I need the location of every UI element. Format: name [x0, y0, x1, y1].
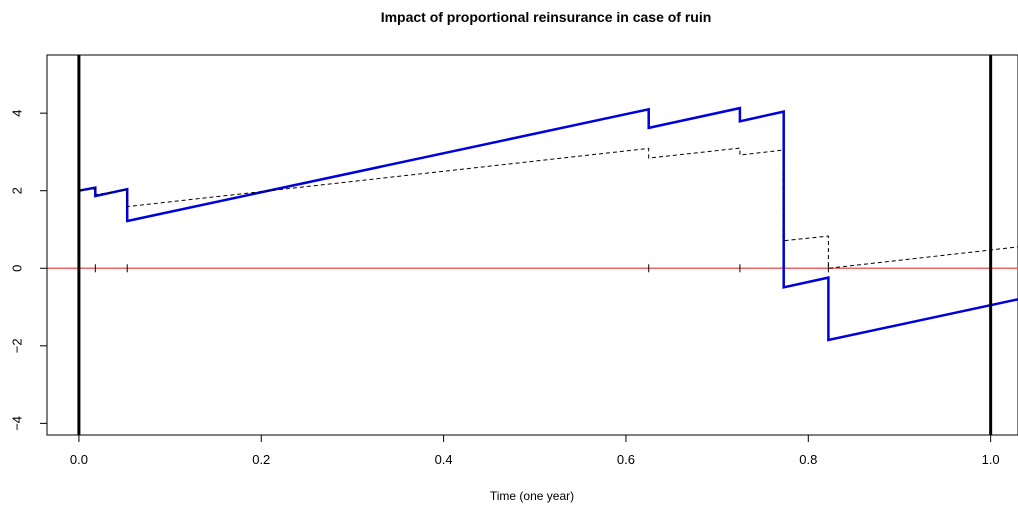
y-tick-label: 0: [9, 265, 24, 272]
x-tick-label: 0.2: [252, 452, 270, 467]
reinsured-surplus-line: [78, 147, 1018, 269]
x-axis-label: Time (one year): [490, 489, 574, 503]
surplus-line: [78, 106, 1018, 342]
y-tick-label: −2: [9, 338, 24, 353]
x-tick-label: 1.0: [982, 452, 1000, 467]
y-tick-label: 2: [9, 187, 24, 194]
y-axis: −4 −2 0 2 4: [9, 110, 48, 431]
x-axis: 0.0 0.2 0.4 0.6 0.8 1.0: [70, 434, 1000, 467]
y-tick-label: 4: [9, 110, 24, 117]
x-tick-label: 0.0: [70, 452, 88, 467]
plot-frame: [46, 54, 1018, 436]
x-tick-label: 0.6: [617, 452, 635, 467]
plot-area: [47, 55, 1018, 435]
y-tick-label: −4: [9, 416, 24, 431]
plot-contents: [47, 55, 1018, 435]
chart-title: Impact of proportional reinsurance in ca…: [381, 9, 712, 25]
x-tick-label: 0.4: [435, 452, 453, 467]
x-tick-label: 0.8: [799, 452, 817, 467]
